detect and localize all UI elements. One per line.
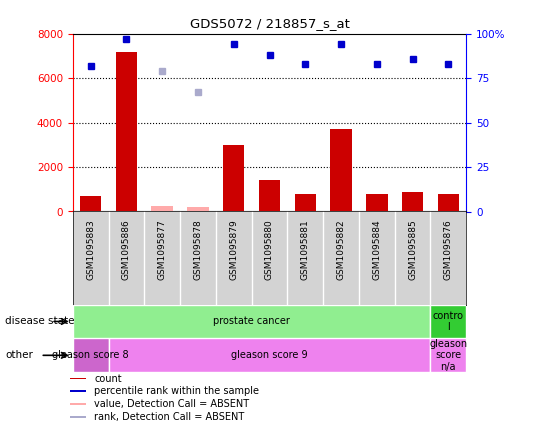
Text: gleason
score
n/a: gleason score n/a xyxy=(429,339,467,372)
Bar xyxy=(70,416,86,418)
Bar xyxy=(70,403,86,405)
Text: GSM1095879: GSM1095879 xyxy=(229,219,238,280)
Text: other: other xyxy=(5,350,33,360)
Text: contro
l: contro l xyxy=(433,310,464,332)
Bar xyxy=(70,378,86,379)
Text: GSM1095881: GSM1095881 xyxy=(301,219,310,280)
Text: disease state: disease state xyxy=(5,316,75,327)
Bar xyxy=(73,338,108,372)
Text: rank, Detection Call = ABSENT: rank, Detection Call = ABSENT xyxy=(94,412,245,422)
Text: percentile rank within the sample: percentile rank within the sample xyxy=(94,386,259,396)
Text: GSM1095882: GSM1095882 xyxy=(336,219,345,280)
Bar xyxy=(438,194,459,212)
Text: prostate cancer: prostate cancer xyxy=(213,316,290,327)
Bar xyxy=(108,338,431,372)
Text: GSM1095877: GSM1095877 xyxy=(158,219,167,280)
Text: GSM1095878: GSM1095878 xyxy=(194,219,203,280)
Bar xyxy=(431,338,466,372)
Bar xyxy=(116,52,137,212)
Bar xyxy=(259,181,280,212)
Text: GSM1095885: GSM1095885 xyxy=(408,219,417,280)
Text: GSM1095876: GSM1095876 xyxy=(444,219,453,280)
Text: value, Detection Call = ABSENT: value, Detection Call = ABSENT xyxy=(94,399,250,409)
Bar xyxy=(70,390,86,392)
Bar xyxy=(431,305,466,338)
Bar xyxy=(223,145,245,212)
Bar xyxy=(294,194,316,212)
Text: GSM1095883: GSM1095883 xyxy=(86,219,95,280)
Bar xyxy=(330,129,352,212)
Text: GSM1095886: GSM1095886 xyxy=(122,219,131,280)
Text: GDS5072 / 218857_s_at: GDS5072 / 218857_s_at xyxy=(190,17,349,30)
Text: gleason score 9: gleason score 9 xyxy=(231,350,308,360)
Bar xyxy=(80,196,101,212)
Bar xyxy=(366,194,388,212)
Bar xyxy=(187,207,209,212)
Text: gleason score 8: gleason score 8 xyxy=(52,350,129,360)
Text: count: count xyxy=(94,374,122,384)
Text: GSM1095884: GSM1095884 xyxy=(372,219,381,280)
Text: GSM1095880: GSM1095880 xyxy=(265,219,274,280)
Bar xyxy=(402,192,423,212)
Bar xyxy=(151,206,173,212)
